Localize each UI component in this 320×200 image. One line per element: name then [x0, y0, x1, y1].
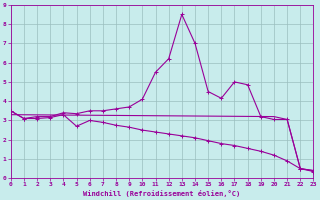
X-axis label: Windchill (Refroidissement éolien,°C): Windchill (Refroidissement éolien,°C) [84, 190, 241, 197]
